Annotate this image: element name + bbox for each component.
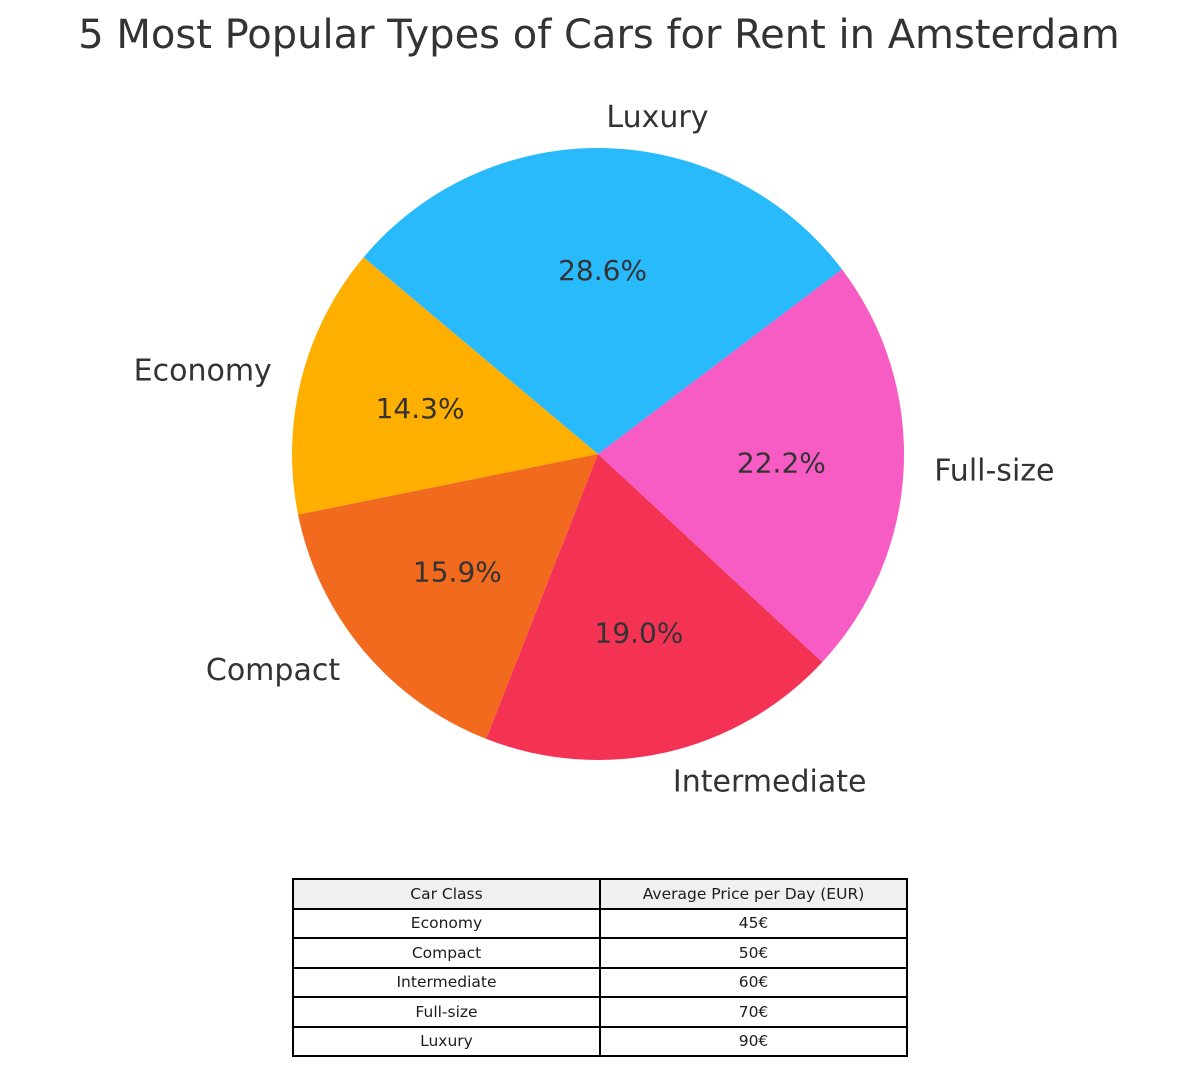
table-cell: 45€ bbox=[599, 907, 908, 939]
table-row: Full-size 70€ bbox=[292, 996, 908, 1028]
table-cell: Intermediate bbox=[292, 966, 601, 998]
table-cell: 70€ bbox=[599, 996, 908, 1028]
pie-chart: 14.3% Economy 15.9% Compact 19.0% Intermediat… bbox=[134, 100, 1055, 800]
slice-label-compact: Compact bbox=[206, 653, 340, 688]
pie-slice-economy bbox=[292, 257, 598, 515]
table-cell: Economy bbox=[292, 907, 601, 939]
table-row: Luxury 90€ bbox=[292, 1025, 908, 1057]
chart-title: 5 Most Popular Types of Cars for Rent in… bbox=[78, 12, 1120, 58]
table-cell: Luxury bbox=[292, 1025, 601, 1057]
slice-label-economy: Economy bbox=[134, 353, 272, 388]
pct-label-economy: 14.3% bbox=[376, 392, 465, 425]
table-cell: 90€ bbox=[599, 1025, 908, 1057]
pie-slice-full-size bbox=[598, 269, 904, 663]
price-table: Car Class Average Price per Day (EUR) Eco… bbox=[292, 878, 908, 1057]
table-header-cell: Car Class bbox=[292, 878, 601, 910]
table-row: Compact 50€ bbox=[292, 937, 908, 969]
pct-label-full-size: 22.2% bbox=[737, 447, 826, 480]
table-cell: Full-size bbox=[292, 996, 601, 1028]
pie-slice-compact bbox=[298, 454, 598, 739]
table-cell: 50€ bbox=[599, 937, 908, 969]
table-row: Intermediate 60€ bbox=[292, 966, 908, 998]
slice-label-luxury: Luxury bbox=[606, 100, 708, 135]
pct-label-intermediate: 19.0% bbox=[594, 617, 683, 650]
table-row: Economy 45€ bbox=[292, 907, 908, 939]
pct-label-luxury: 28.6% bbox=[558, 254, 647, 287]
table-header-row: Car Class Average Price per Day (EUR) bbox=[292, 878, 908, 910]
pct-label-compact: 15.9% bbox=[413, 556, 502, 589]
pie-slice-intermediate bbox=[486, 454, 823, 760]
slice-label-intermediate: Intermediate bbox=[673, 765, 867, 800]
table-cell: Compact bbox=[292, 937, 601, 969]
slice-label-full-size: Full-size bbox=[934, 453, 1054, 488]
table-cell: 60€ bbox=[599, 966, 908, 998]
pie-slice-luxury bbox=[363, 148, 842, 454]
table-header-cell: Average Price per Day (EUR) bbox=[599, 878, 908, 910]
